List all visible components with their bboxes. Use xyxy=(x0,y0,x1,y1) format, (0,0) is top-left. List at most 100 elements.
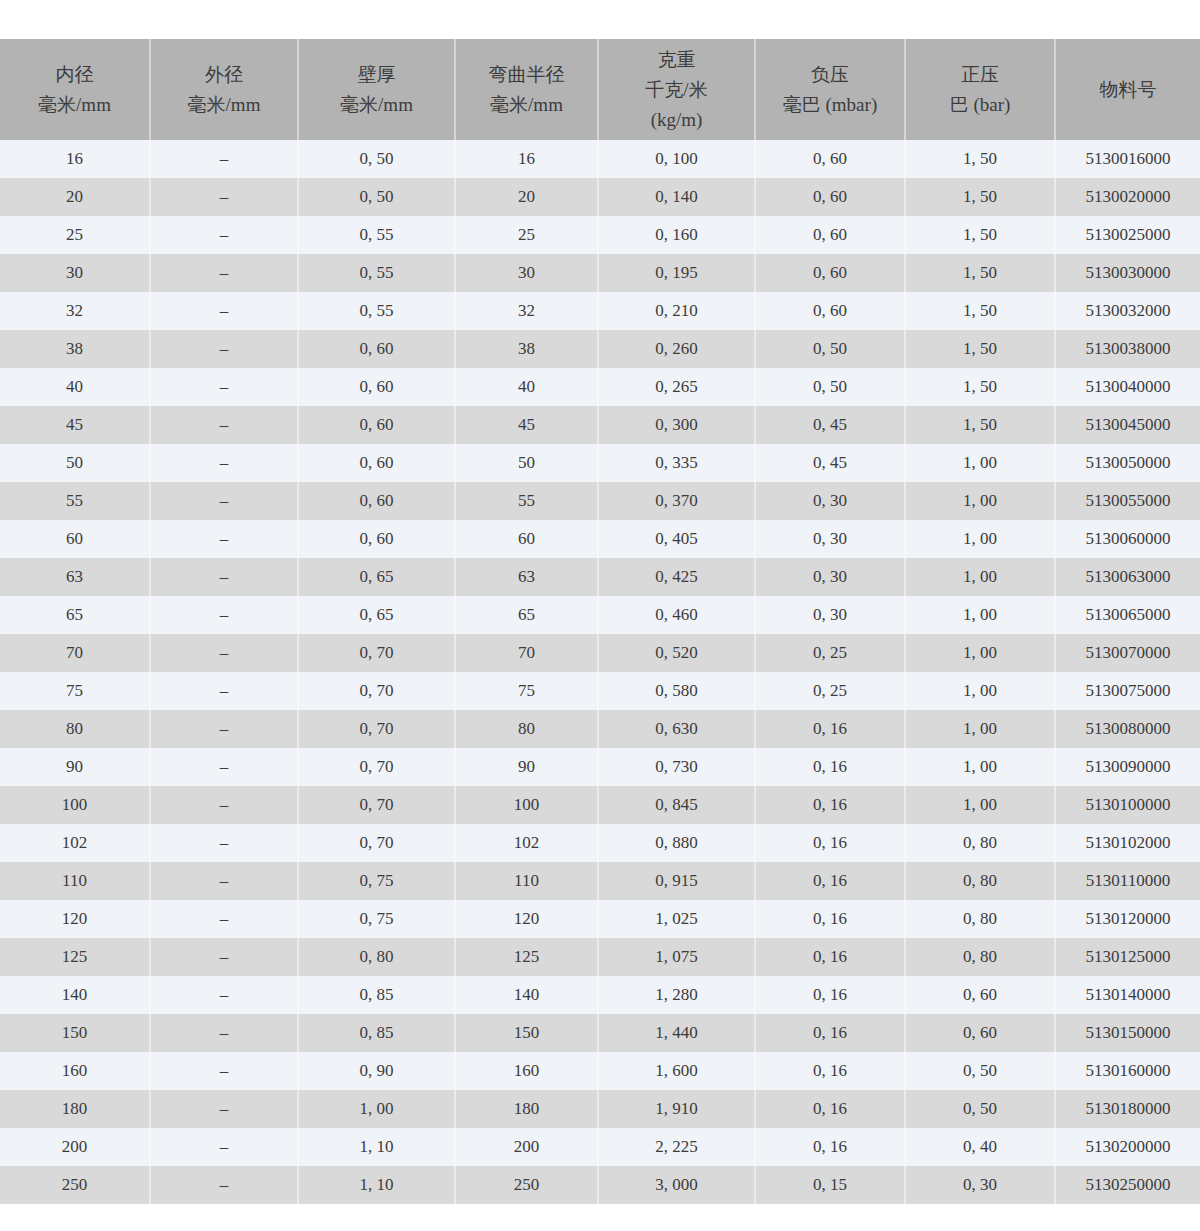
header-row: 内径毫米/mm外径毫米/mm壁厚毫米/mm弯曲半径毫米/mm克重千克/米(kg/… xyxy=(0,39,1200,140)
table-cell: 16 xyxy=(455,140,598,178)
table-cell: 0, 80 xyxy=(905,824,1055,862)
table-cell: 0, 75 xyxy=(298,900,455,938)
table-cell: 0, 16 xyxy=(755,786,905,824)
table-cell: 0, 880 xyxy=(598,824,755,862)
table-cell: 25 xyxy=(455,216,598,254)
table-cell: 0, 60 xyxy=(298,406,455,444)
table-cell: – xyxy=(150,1014,298,1052)
table-cell: 0, 50 xyxy=(755,330,905,368)
table-cell: 0, 630 xyxy=(598,710,755,748)
table-cell: 0, 80 xyxy=(905,862,1055,900)
table-cell: 0, 30 xyxy=(905,1166,1055,1204)
table-cell: 0, 60 xyxy=(755,178,905,216)
table-cell: 140 xyxy=(0,976,150,1014)
table-cell: 0, 70 xyxy=(298,672,455,710)
table-cell: 0, 60 xyxy=(905,976,1055,1014)
table-cell: 0, 370 xyxy=(598,482,755,520)
table-row: 55–0, 60550, 3700, 301, 005130055000 xyxy=(0,482,1200,520)
table-cell: 90 xyxy=(0,748,150,786)
table-cell: 50 xyxy=(455,444,598,482)
table-cell: 0, 16 xyxy=(755,1052,905,1090)
table-cell: 1, 025 xyxy=(598,900,755,938)
table-cell: 5130200000 xyxy=(1055,1128,1200,1166)
table-cell: 0, 16 xyxy=(755,1090,905,1128)
table-cell: – xyxy=(150,330,298,368)
table-cell: – xyxy=(150,862,298,900)
table-cell: 1, 50 xyxy=(905,178,1055,216)
table-row: 102–0, 701020, 8800, 160, 805130102000 xyxy=(0,824,1200,862)
table-row: 125–0, 801251, 0750, 160, 805130125000 xyxy=(0,938,1200,976)
header-label: 千克/米 xyxy=(645,75,707,105)
table-cell: – xyxy=(150,444,298,482)
table-row: 16–0, 50160, 1000, 601, 505130016000 xyxy=(0,140,1200,178)
table-cell: – xyxy=(150,520,298,558)
table-cell: – xyxy=(150,216,298,254)
table-cell: 5130030000 xyxy=(1055,254,1200,292)
table-cell: 0, 30 xyxy=(755,596,905,634)
header-label: 负压 xyxy=(811,60,849,90)
table-cell: 120 xyxy=(0,900,150,938)
table-cell: 5130016000 xyxy=(1055,140,1200,178)
table-cell: 0, 55 xyxy=(298,216,455,254)
table-row: 110–0, 751100, 9150, 160, 805130110000 xyxy=(0,862,1200,900)
table-cell: 5130025000 xyxy=(1055,216,1200,254)
table-cell: 20 xyxy=(455,178,598,216)
table-cell: 1, 00 xyxy=(905,786,1055,824)
table-cell: – xyxy=(150,178,298,216)
table-cell: 0, 65 xyxy=(298,558,455,596)
table-cell: 1, 50 xyxy=(905,330,1055,368)
table-cell: 0, 50 xyxy=(905,1090,1055,1128)
table-row: 90–0, 70900, 7300, 161, 005130090000 xyxy=(0,748,1200,786)
table-cell: 0, 16 xyxy=(755,1014,905,1052)
table-cell: 30 xyxy=(455,254,598,292)
table-cell: 1, 440 xyxy=(598,1014,755,1052)
table-cell: 0, 265 xyxy=(598,368,755,406)
table-cell: 80 xyxy=(455,710,598,748)
table-cell: 5130065000 xyxy=(1055,596,1200,634)
table-cell: 30 xyxy=(0,254,150,292)
header-cell-negative-pressure: 负压毫巴 (mbar) xyxy=(755,39,905,140)
table-cell: 2, 225 xyxy=(598,1128,755,1166)
table-row: 120–0, 751201, 0250, 160, 805130120000 xyxy=(0,900,1200,938)
table-row: 63–0, 65630, 4250, 301, 005130063000 xyxy=(0,558,1200,596)
table-cell: 0, 60 xyxy=(755,216,905,254)
table-cell: – xyxy=(150,710,298,748)
table-cell: 20 xyxy=(0,178,150,216)
header-label: 外径 xyxy=(205,60,243,90)
table-cell: – xyxy=(150,482,298,520)
table-cell: 1, 50 xyxy=(905,368,1055,406)
table-cell: 0, 55 xyxy=(298,292,455,330)
table-cell: 5130070000 xyxy=(1055,634,1200,672)
table-cell: 16 xyxy=(0,140,150,178)
table-cell: 0, 50 xyxy=(905,1052,1055,1090)
table-cell: 5130100000 xyxy=(1055,786,1200,824)
table-cell: 60 xyxy=(0,520,150,558)
table-row: 80–0, 70800, 6300, 161, 005130080000 xyxy=(0,710,1200,748)
table-cell: 200 xyxy=(0,1128,150,1166)
table-cell: 5130140000 xyxy=(1055,976,1200,1014)
table-cell: – xyxy=(150,140,298,178)
table-cell: 0, 16 xyxy=(755,748,905,786)
header-label: 物料号 xyxy=(1100,75,1157,105)
table-cell: 32 xyxy=(455,292,598,330)
table-cell: – xyxy=(150,672,298,710)
table-body: 16–0, 50160, 1000, 601, 50513001600020–0… xyxy=(0,140,1200,1204)
table-cell: 80 xyxy=(0,710,150,748)
table-cell: 180 xyxy=(0,1090,150,1128)
table-cell: 0, 25 xyxy=(755,672,905,710)
table-cell: 0, 405 xyxy=(598,520,755,558)
table-cell: 70 xyxy=(455,634,598,672)
table-cell: 1, 00 xyxy=(905,596,1055,634)
table-cell: – xyxy=(150,1090,298,1128)
table-cell: 55 xyxy=(455,482,598,520)
table-row: 20–0, 50200, 1400, 601, 505130020000 xyxy=(0,178,1200,216)
table-cell: 5130060000 xyxy=(1055,520,1200,558)
table-cell: – xyxy=(150,254,298,292)
table-cell: – xyxy=(150,368,298,406)
table-cell: 0, 195 xyxy=(598,254,755,292)
table-cell: 0, 16 xyxy=(755,710,905,748)
table-cell: 40 xyxy=(0,368,150,406)
table-cell: 0, 80 xyxy=(905,900,1055,938)
table-cell: 0, 90 xyxy=(298,1052,455,1090)
table-cell: 63 xyxy=(0,558,150,596)
